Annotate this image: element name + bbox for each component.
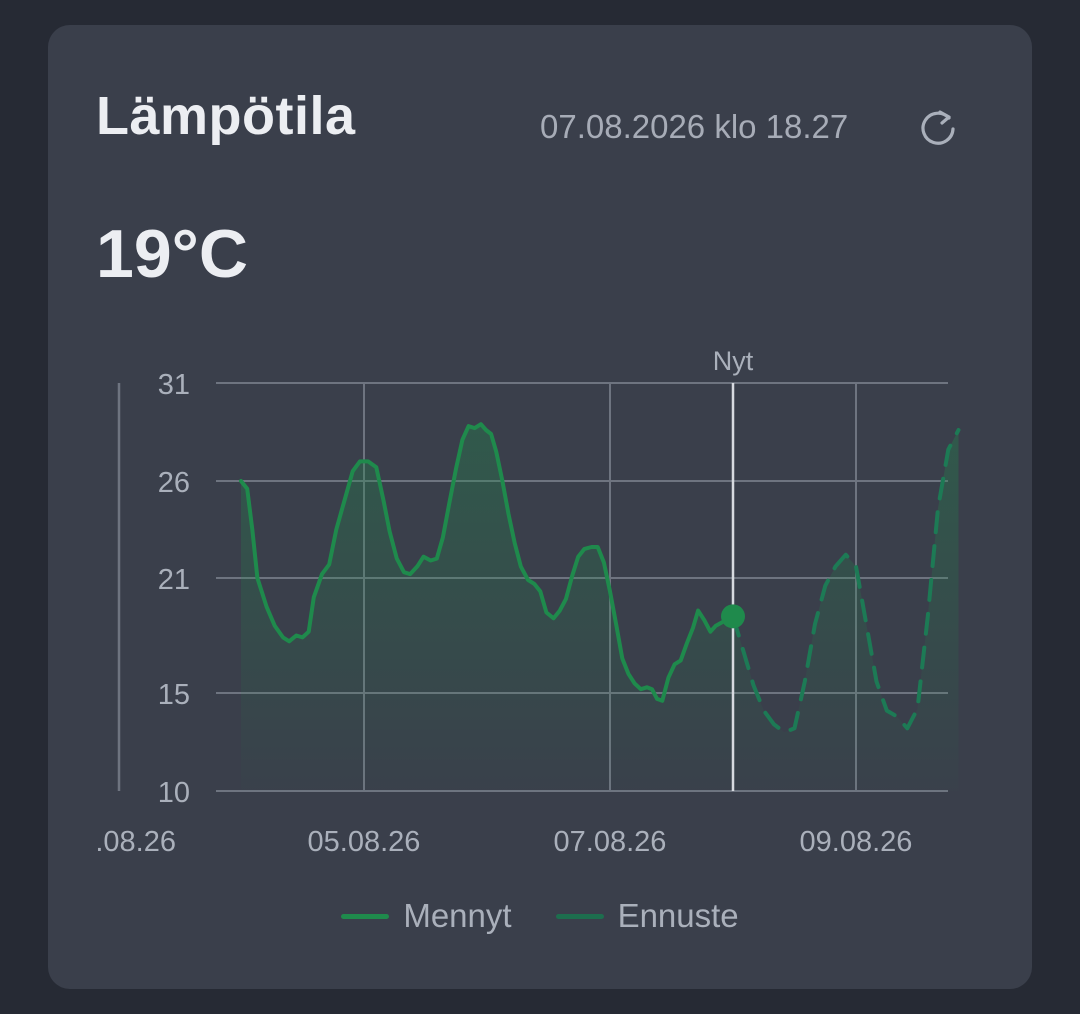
x-tick-label: 09.08.26 <box>800 826 913 858</box>
y-tick-label: 10 <box>158 777 190 809</box>
timestamp: 07.08.2026 klo 18.27 <box>540 108 849 145</box>
x-tick-label: 05.08.26 <box>308 826 421 858</box>
legend-swatch-forecast <box>555 913 604 919</box>
legend-item-forecast[interactable]: Ennuste <box>555 897 739 935</box>
x-tick-label: .08.26 <box>95 826 176 858</box>
series-line-forecast <box>731 428 961 735</box>
y-tick-label: 26 <box>158 467 190 499</box>
x-tick-label: 07.08.26 <box>554 826 667 858</box>
series-line-past <box>239 422 735 703</box>
y-tick-label: 21 <box>158 564 190 596</box>
now-marker <box>721 604 745 629</box>
chart-legend: Mennyt Ennuste <box>48 897 1032 935</box>
now-label: Nyt <box>713 346 754 376</box>
legend-swatch-past <box>341 913 390 919</box>
current-temperature: 19°C <box>96 216 248 292</box>
refresh-icon[interactable] <box>916 105 960 149</box>
temperature-chart: 10 15 21 26 31 .08.26 05.08.26 07.08.26 09.08.26… <box>95 346 961 858</box>
legend-item-past[interactable]: Mennyt <box>341 897 512 935</box>
legend-label-forecast: Ennuste <box>617 897 739 934</box>
temperature-area <box>241 424 959 791</box>
y-tick-label: 15 <box>158 679 190 711</box>
legend-label-past: Mennyt <box>403 897 512 934</box>
y-tick-label: 31 <box>158 369 190 401</box>
card-title: Lämpötila <box>96 86 356 146</box>
temperature-card: Lämpötila 07.08.2026 klo 18.27 19°C 10 15… <box>48 25 1032 989</box>
